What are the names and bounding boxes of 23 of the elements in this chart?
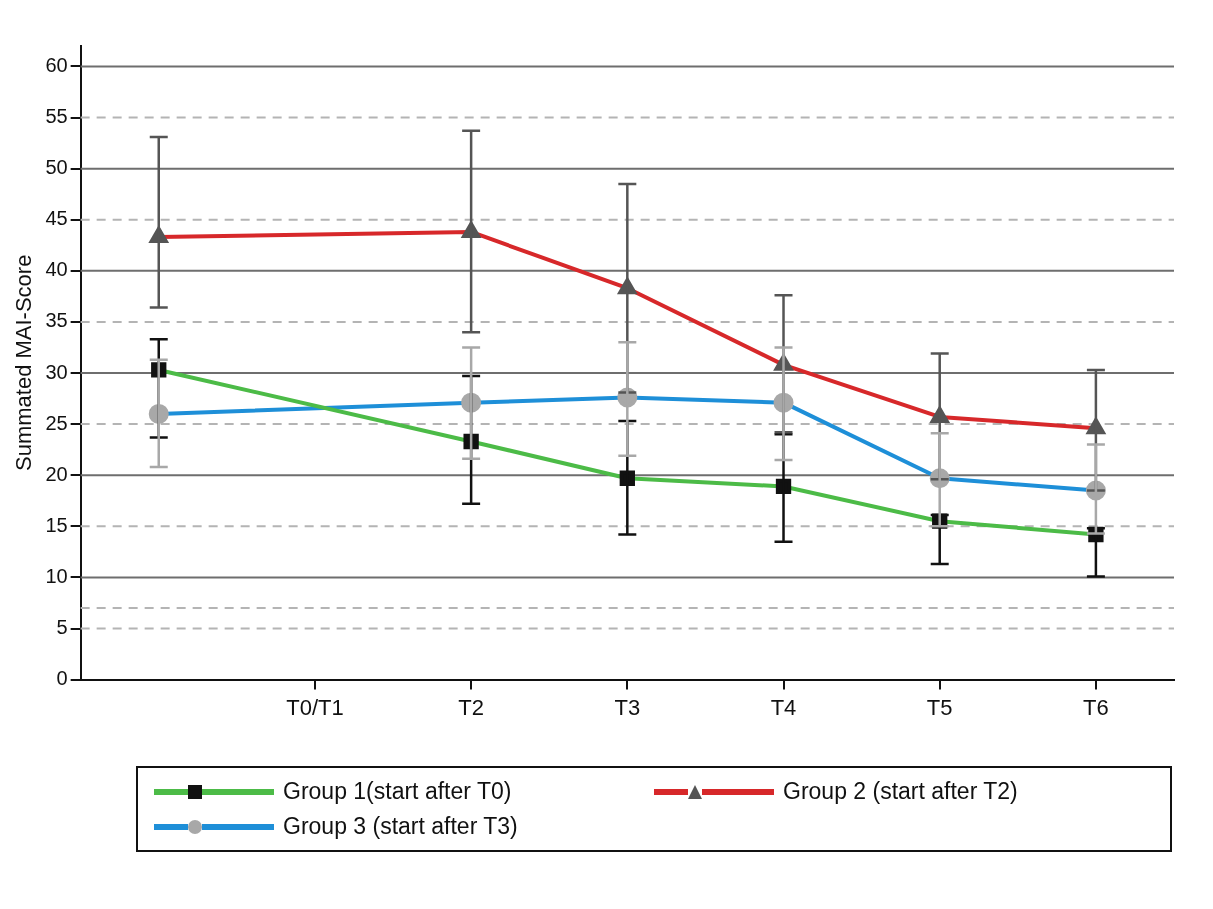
- y-tick-label: 25: [45, 411, 68, 434]
- x-tick-label: T5: [926, 694, 953, 720]
- y-tick-label: 40: [45, 258, 68, 281]
- y-tick-label: 35: [45, 309, 68, 332]
- x-tick-label: T3: [614, 694, 641, 720]
- y-tick-label: 45: [45, 207, 68, 230]
- y-tick-label: 50: [45, 156, 68, 179]
- y-axis-title: Summated MAI-Score: [11, 254, 37, 471]
- y-tick-label: 5: [56, 616, 68, 639]
- y-tick-label: 10: [45, 564, 68, 587]
- x-tick-label: T0/T1: [286, 694, 344, 720]
- y-tick-label: 0: [56, 667, 68, 690]
- x-tick-label: T2: [458, 694, 484, 720]
- y-tick-label: 15: [45, 513, 68, 536]
- legend-label: Group 2 (start after T2): [783, 778, 1018, 805]
- x-tick-label: T4: [770, 694, 797, 720]
- y-tick-label: 55: [45, 105, 68, 128]
- y-tick-label: 60: [45, 53, 68, 76]
- legend-label: Group 3 (start after T3): [283, 813, 518, 840]
- y-tick-label: 20: [45, 462, 68, 485]
- legend-label: Group 1(start after T0): [283, 778, 512, 805]
- y-tick-label: 30: [45, 360, 68, 383]
- x-tick-label: T6: [1083, 694, 1109, 720]
